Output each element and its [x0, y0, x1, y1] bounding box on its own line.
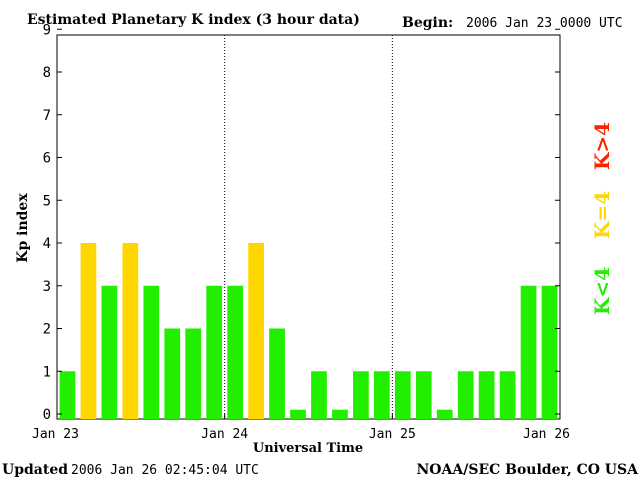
- source-credit: NOAA/SEC Boulder, CO USA: [417, 462, 640, 478]
- y-tick-label: 1: [43, 364, 51, 380]
- kp-bar: [164, 328, 181, 419]
- y-tick-label: 0: [43, 407, 51, 423]
- kp-bar: [478, 371, 495, 419]
- kp-bar: [206, 285, 223, 419]
- x-tick-label: Jan 25: [369, 427, 416, 442]
- x-tick-label: Jan 24: [201, 427, 248, 442]
- kp-bar: [227, 285, 244, 419]
- kp-bar: [415, 371, 432, 419]
- kp-bar: [499, 371, 516, 419]
- kp-bar: [457, 371, 474, 419]
- y-tick-label: 2: [43, 322, 51, 338]
- kp-bar: [332, 409, 348, 419]
- kp-bar: [373, 371, 390, 419]
- kp-bar: [59, 371, 76, 419]
- y-tick-label: 5: [43, 193, 51, 209]
- x-tick-label: Jan 26: [523, 427, 570, 442]
- y-tick-label: 4: [43, 236, 51, 252]
- begin-value: 2006 Jan 23 0000 UTC: [466, 16, 623, 31]
- begin-label: Begin:: [402, 15, 453, 31]
- kp-bar: [290, 409, 306, 419]
- kp-bar: [353, 371, 369, 419]
- kp-bar: [248, 243, 264, 419]
- y-tick-label: 6: [43, 151, 51, 167]
- y-tick-label: 9: [43, 22, 51, 38]
- y-tick-label: 3: [43, 279, 51, 295]
- kp-bar: [101, 285, 118, 419]
- kp-bar: [269, 328, 285, 419]
- chart-title: Estimated Planetary K index (3 hour data…: [27, 12, 360, 28]
- kp-bar: [80, 243, 97, 419]
- legend-k-equal-4: K=4: [590, 191, 614, 239]
- kp-bar: [541, 285, 558, 419]
- legend-k-above-4: K>4: [590, 122, 614, 170]
- kp-bar: [436, 409, 453, 419]
- x-tick-label: Jan 23: [32, 427, 79, 442]
- updated-label: Updated: [2, 462, 68, 478]
- plot-frame: [56, 34, 561, 420]
- kp-bar: [185, 328, 202, 419]
- kp-bar: [143, 285, 160, 419]
- x-axis-label: Universal Time: [253, 441, 363, 456]
- kp-bar: [122, 243, 139, 419]
- updated-value: 2006 Jan 26 02:45:04 UTC: [71, 463, 259, 478]
- y-tick-label: 7: [43, 108, 51, 124]
- y-tick-label: 8: [43, 65, 51, 81]
- kp-bar: [311, 371, 327, 419]
- legend-k-below-4: K<4: [590, 267, 614, 315]
- y-axis-label: Kp index: [15, 193, 31, 263]
- kp-bar: [394, 371, 411, 419]
- kp-bar: [520, 285, 537, 419]
